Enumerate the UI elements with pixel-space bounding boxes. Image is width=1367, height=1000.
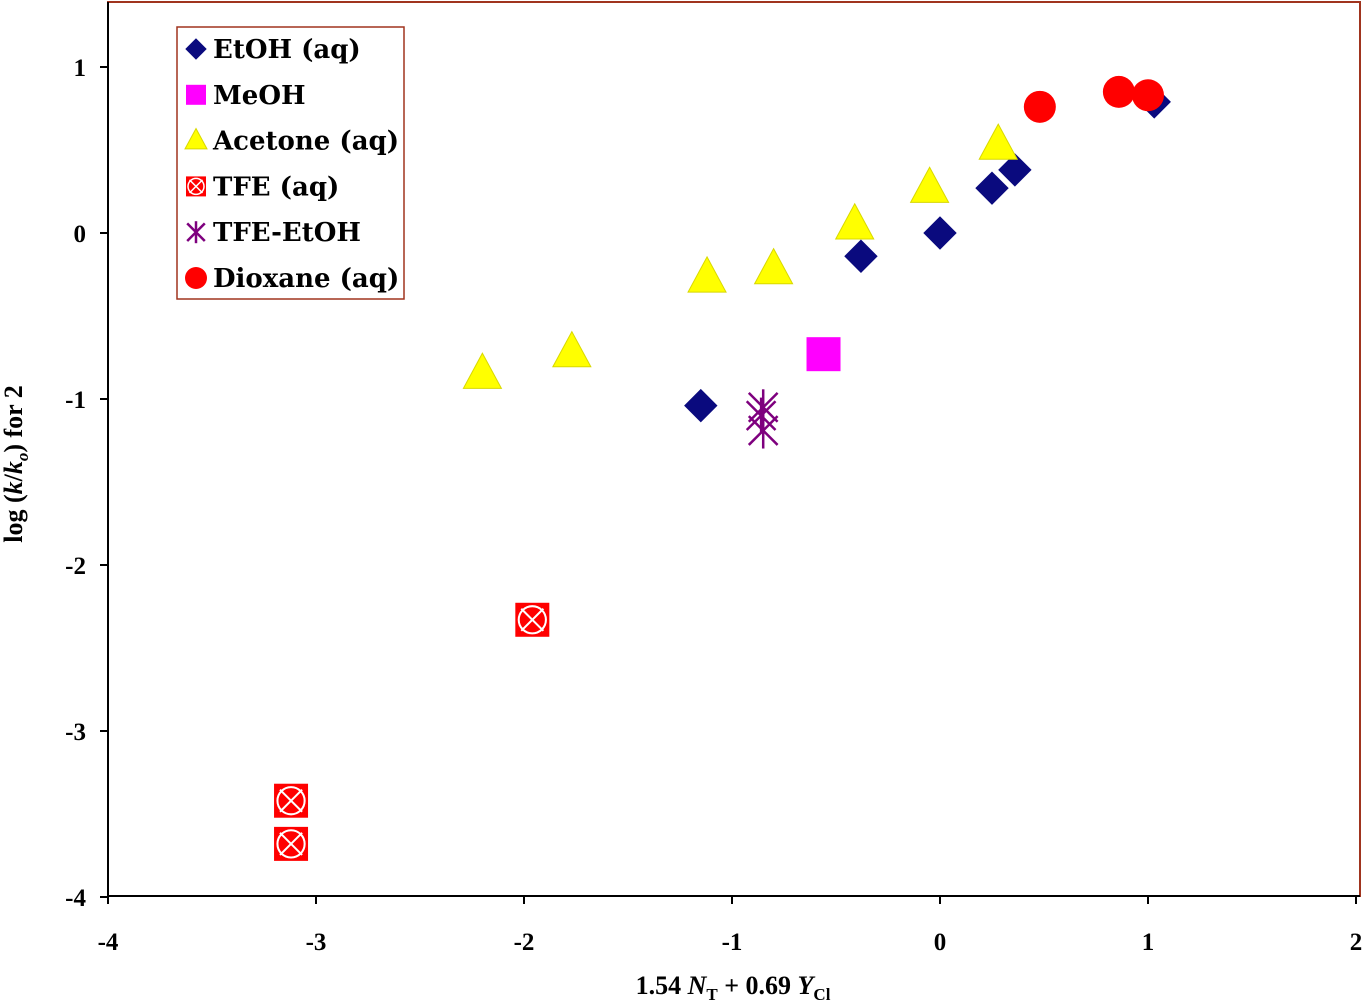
x-tick-label: 2	[1350, 929, 1363, 956]
y-title-var-k: k	[0, 481, 28, 494]
x-tick-label: 1	[1142, 929, 1155, 956]
y-tick-label: -2	[65, 553, 86, 580]
legend-box	[176, 26, 405, 300]
point-dioxane-aq	[1023, 90, 1056, 123]
x-ticks: -4 -3 -2 -1 0 1 2	[98, 896, 1363, 956]
legend-marker-meoh	[186, 84, 206, 105]
x-title-mid: + 0.69	[718, 971, 798, 1000]
x-axis-title: 1.54 NT + 0.69 YCl	[636, 971, 831, 1000]
x-tick-label: -1	[722, 929, 743, 956]
legend-marker-dioxane-aq	[185, 267, 207, 289]
y-title-sub-o: o	[13, 453, 32, 462]
legend-label-acetone-aq: Acetone (aq)	[212, 127, 399, 157]
point-acetone-aq	[978, 123, 1019, 160]
point-etoh-aq	[844, 239, 878, 273]
point-tfe-aq	[515, 602, 550, 637]
legend-marker-tfe-etoh	[186, 221, 206, 244]
legend-marker-tfe-aq	[186, 176, 206, 197]
y-tick-label: 1	[74, 55, 87, 82]
x-title-sub-t: T	[706, 985, 718, 1000]
y-title-var-k0: k	[0, 461, 28, 474]
x-title-var-n: N	[687, 971, 708, 1000]
y-title-prefix: log (	[0, 494, 28, 542]
point-acetone-aq	[834, 202, 875, 240]
legend-label-dioxane-aq: Dioxane (aq)	[213, 264, 399, 294]
point-acetone-aq	[462, 352, 503, 389]
x-title-sub-cl: Cl	[813, 985, 830, 1000]
y-tick-label: -3	[65, 719, 86, 746]
legend-marker-acetone-aq	[184, 127, 208, 150]
point-etoh-aq	[684, 388, 718, 423]
legend-marker-etoh-aq	[185, 38, 207, 60]
point-tfe-aq	[274, 826, 309, 861]
legend: EtOH (aq) MeOH Acetone (aq) TFE (aq) TFE-EtO…	[176, 26, 405, 300]
point-tfe-aq	[274, 783, 309, 818]
legend-label-tfe-etoh: TFE-EtOH	[213, 218, 361, 248]
point-tfe-etoh	[747, 412, 779, 449]
point-acetone-aq	[753, 247, 794, 285]
point-acetone-aq	[909, 166, 950, 203]
point-etoh-aq	[923, 216, 957, 250]
point-acetone-aq	[687, 255, 727, 293]
y-title-slash: /	[0, 473, 28, 482]
point-meoh	[806, 337, 841, 372]
point-dioxane-aq	[1132, 79, 1164, 112]
y-tick-label: -1	[65, 387, 86, 414]
legend-label-tfe-aq: TFE (aq)	[213, 172, 339, 202]
x-tick-label: -4	[98, 929, 119, 956]
y-axis-title: log (k/ko) for 2	[0, 385, 32, 543]
data-points	[274, 75, 1171, 861]
legend-label-etoh-aq: EtOH (aq)	[213, 35, 361, 65]
point-acetone-aq	[552, 330, 592, 368]
point-dioxane-aq	[1102, 75, 1135, 108]
y-ticks: -4 -3 -2 -1 0 1	[65, 55, 108, 912]
point-etoh-aq	[998, 153, 1032, 187]
x-title-var-y: Y	[798, 971, 816, 1000]
y-title-suffix: ) for 2	[0, 385, 28, 452]
x-tick-label: -2	[514, 929, 535, 956]
y-tick-label: -4	[65, 885, 86, 912]
legend-label-meoh: MeOH	[213, 81, 306, 111]
x-title-prefix: 1.54	[636, 971, 688, 1000]
x-tick-label: -3	[306, 929, 327, 956]
point-etoh-aq	[975, 171, 1009, 205]
x-tick-label: 0	[934, 929, 947, 956]
y-tick-label: 0	[74, 221, 87, 248]
